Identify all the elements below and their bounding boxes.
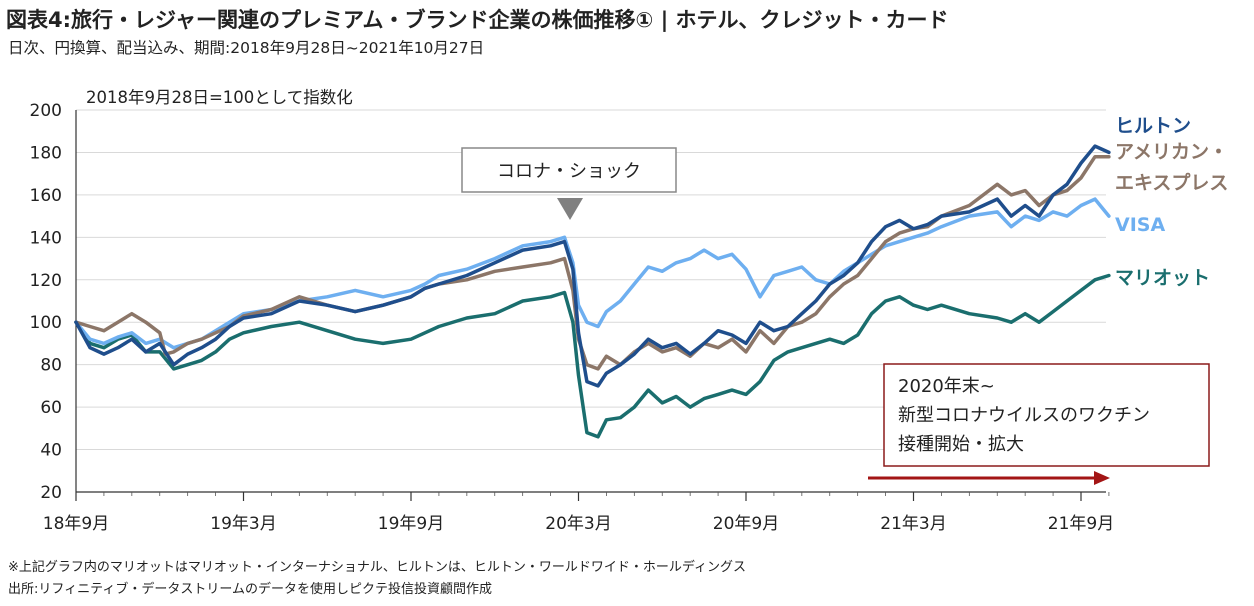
y-tick-label: 200 <box>30 101 62 121</box>
vaccine-text-line1: 2020年末~ <box>898 376 995 397</box>
x-tick-label: 21年9月 <box>1048 514 1114 534</box>
series-line-3 <box>74 273 1111 439</box>
axes: 20 40 60 80 100 120 140 160 180 200 18年9月 19年3月 19年9… <box>30 101 1115 534</box>
corona-callout-text: コロナ・ショック <box>497 161 641 182</box>
x-tick-label: 20年3月 <box>545 514 611 534</box>
corona-pointer <box>557 198 583 220</box>
y-tick-label: 180 <box>30 143 62 163</box>
y-tick-label: 120 <box>30 271 62 291</box>
y-tick-label: 100 <box>30 313 62 333</box>
vaccine-arrow-head <box>1094 471 1110 485</box>
vaccine-box: 2020年末~ 新型コロナウイルスのワクチン 接種開始・拡大 <box>868 363 1210 485</box>
footnote-source: 出所:リフィニティブ・データストリームのデータを使用しピクテ投信投資顧問作成 <box>8 582 492 597</box>
index-note: 2018年9月28日=100として指数化 <box>86 88 353 107</box>
y-tick-label: 140 <box>30 228 62 248</box>
vaccine-text-line2: 新型コロナウイルスのワクチン <box>898 405 1150 426</box>
chart-title: 図表4:旅行・レジャー関連のプレミアム・ブランド企業の株価推移① | ホテル、ク… <box>6 8 949 32</box>
vaccine-text-line3: 接種開始・拡大 <box>898 434 1024 455</box>
y-tick-label: 40 <box>40 441 62 461</box>
corona-callout: コロナ・ショック <box>461 147 677 220</box>
x-tick-label: 19年3月 <box>210 514 276 534</box>
x-tick-label: 19年9月 <box>378 514 444 534</box>
x-tick-label: 18年9月 <box>43 514 109 534</box>
chart-subtitle: 日次、円換算、配当込み、期間:2018年9月28日~2021年10月27日 <box>8 39 485 57</box>
series-label-1: エキスプレス <box>1115 171 1228 194</box>
series-label-2: VISA <box>1115 214 1165 236</box>
y-tick-label: 80 <box>40 356 62 376</box>
y-tick-label: 160 <box>30 186 62 206</box>
y-tick-label: 20 <box>40 483 62 503</box>
series-label-0: ヒルトン <box>1115 115 1191 137</box>
x-tick-label: 21年3月 <box>880 514 946 534</box>
series-lines <box>74 144 1111 439</box>
series-line-2 <box>74 197 1111 350</box>
series-label-3: マリオット <box>1115 267 1210 289</box>
x-tick-label: 20年9月 <box>713 514 779 534</box>
series-label-1: アメリカン・ <box>1115 141 1228 163</box>
footnote-companies: ※上記グラフ内のマリオットはマリオット・インターナショナル、ヒルトンは、ヒルトン… <box>8 560 746 575</box>
series-line-0 <box>74 144 1111 388</box>
y-tick-label: 60 <box>40 398 62 418</box>
